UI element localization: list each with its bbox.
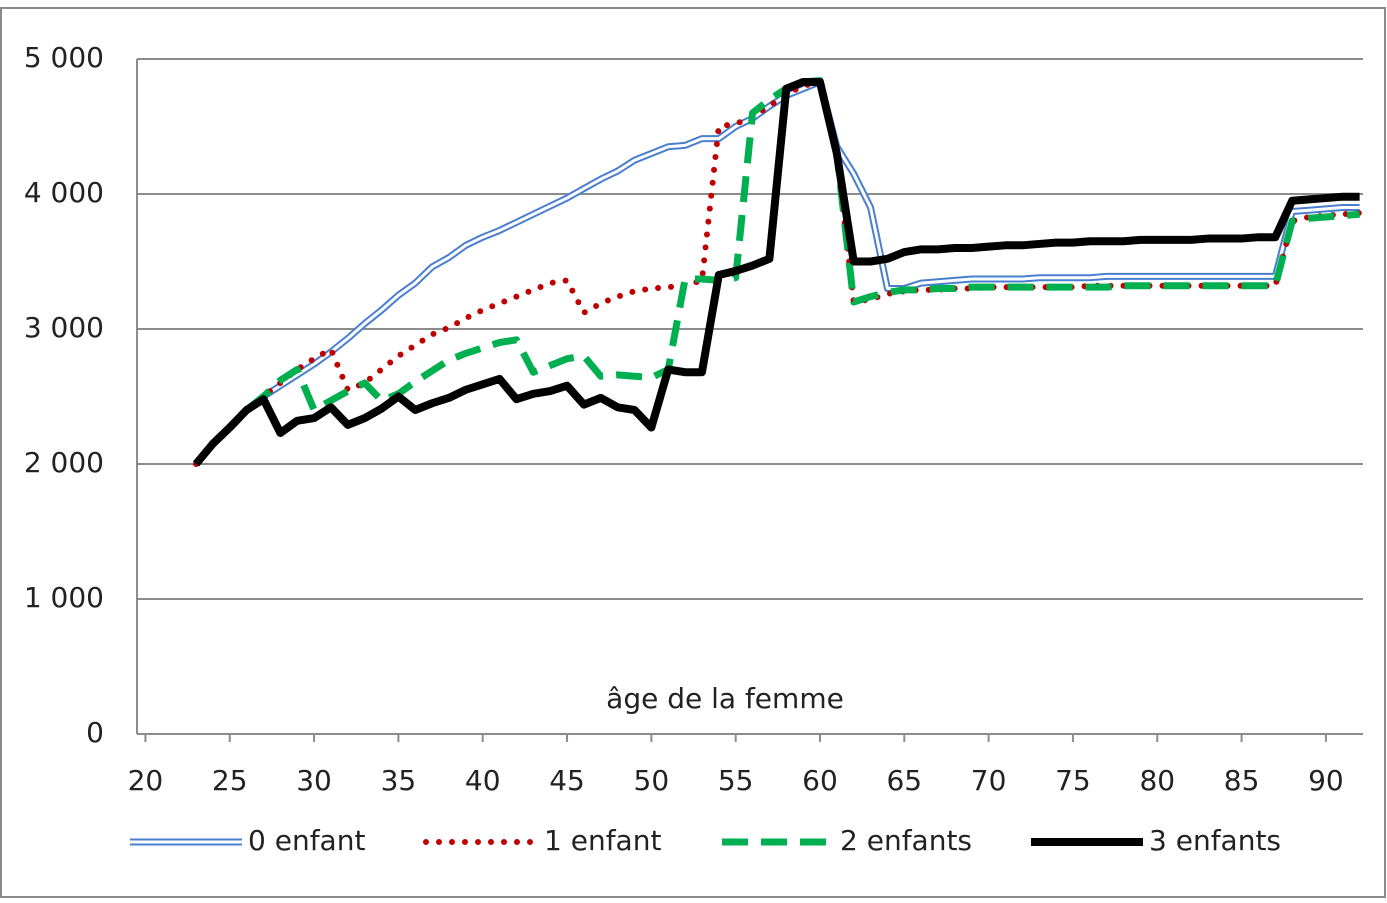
- x-tick-label: 75: [1055, 764, 1091, 797]
- x-tick-label: 55: [718, 764, 754, 797]
- x-tick-label: 25: [212, 764, 248, 797]
- x-tick-label: 60: [802, 764, 838, 797]
- y-tick-label: 3 000: [24, 311, 104, 344]
- x-tick-label: 45: [549, 764, 585, 797]
- x-tick-label: 30: [296, 764, 332, 797]
- x-tick-label: 50: [634, 764, 670, 797]
- x-tick-label: 85: [1224, 764, 1260, 797]
- x-tick-label: 35: [381, 764, 417, 797]
- y-tick-label: 0: [86, 716, 104, 749]
- y-tick-label: 5 000: [24, 41, 104, 74]
- y-tick-label: 2 000: [24, 446, 104, 479]
- series-line: [193, 78, 1363, 467]
- series-line-inner: [194, 80, 1360, 465]
- series-line: [193, 77, 1360, 467]
- x-tick-label: 80: [1139, 764, 1175, 797]
- x-tick-label: 70: [971, 764, 1007, 797]
- legend-label: 3 enfants: [1149, 824, 1281, 857]
- series-line: [192, 77, 1360, 467]
- y-tick-label: 1 000: [24, 581, 104, 614]
- frame: [0, 7, 1386, 898]
- x-tick-label: 65: [886, 764, 922, 797]
- legend-label: 2 enfants: [840, 824, 972, 857]
- x-axis-label: âge de la femme: [606, 682, 844, 715]
- legend-label: 1 enfant: [544, 824, 661, 857]
- legend-label: 0 enfant: [248, 824, 365, 857]
- x-tick-label: 40: [465, 764, 501, 797]
- x-tick-label: 20: [128, 764, 164, 797]
- y-tick-label: 4 000: [24, 176, 104, 209]
- x-tick-label: 90: [1308, 764, 1344, 797]
